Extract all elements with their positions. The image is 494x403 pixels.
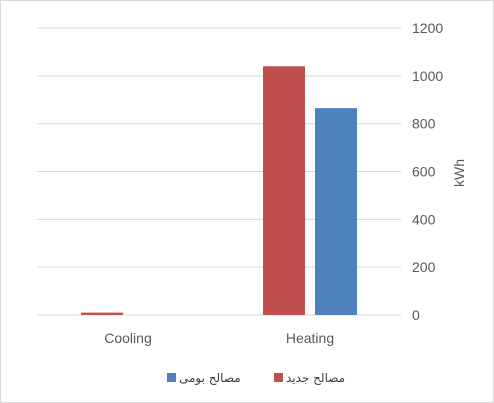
y-tick-label: 1000 bbox=[412, 68, 443, 84]
y-axis-title: kWh bbox=[451, 159, 467, 187]
bar-cooling-series-1 bbox=[81, 312, 123, 315]
y-tick-label: 600 bbox=[412, 164, 436, 180]
bars bbox=[81, 66, 357, 316]
bar-heating-series-2 bbox=[315, 108, 357, 315]
legend-label: مصالح بومی bbox=[179, 371, 241, 386]
x-category-label: Cooling bbox=[104, 330, 151, 346]
legend: مصالح بومی مصالح جدید bbox=[167, 371, 345, 386]
y-tick-label: 1200 bbox=[412, 20, 443, 36]
y-tick-label: 200 bbox=[412, 259, 436, 275]
y-tick-label: 400 bbox=[412, 211, 436, 227]
y-axis-ticks: 0 200 400 600 800 1000 1200 bbox=[412, 20, 443, 323]
legend-swatch bbox=[274, 373, 283, 382]
legend-swatch bbox=[167, 373, 176, 382]
y-tick-label: 0 bbox=[412, 307, 420, 323]
bar-heating-series-1 bbox=[263, 66, 305, 316]
gridlines bbox=[37, 27, 401, 316]
legend-label: مصالح جدید bbox=[286, 371, 345, 385]
x-axis-categories: Cooling Heating bbox=[104, 330, 334, 346]
x-category-label: Heating bbox=[286, 330, 334, 346]
y-tick-label: 800 bbox=[412, 116, 436, 132]
